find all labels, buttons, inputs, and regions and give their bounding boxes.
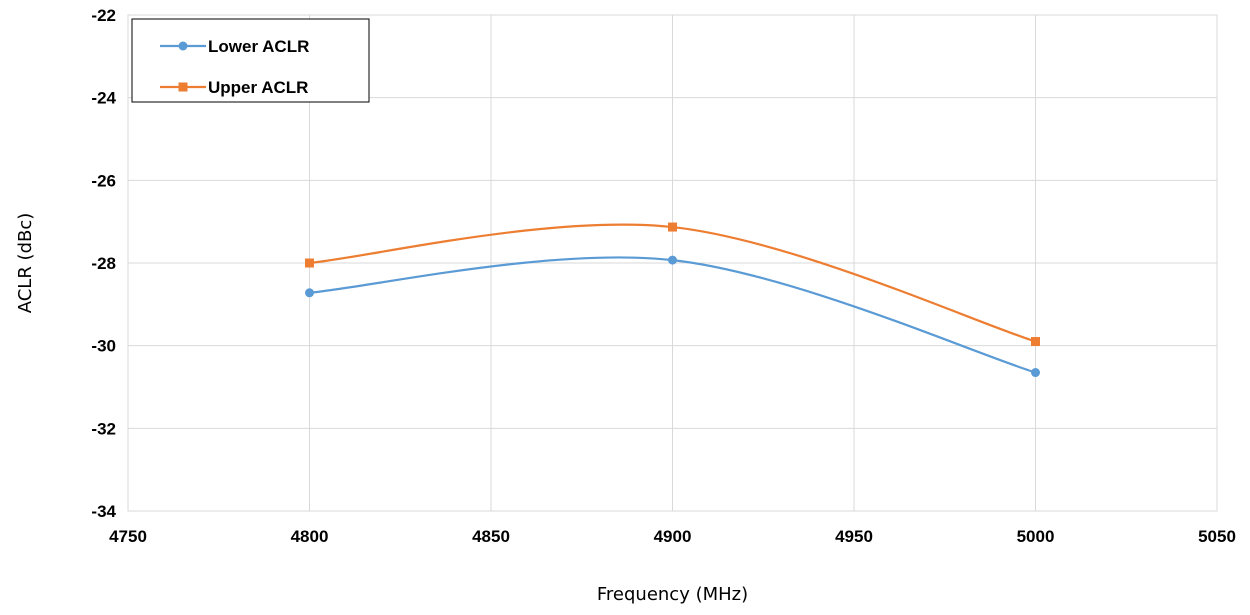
legend: Lower ACLR Upper ACLR: [131, 18, 370, 103]
legend-label: Upper ACLR: [208, 78, 308, 97]
x-tick-label: 4900: [654, 527, 692, 546]
plot-area: [127, 14, 1218, 512]
legend-marker: [178, 82, 188, 92]
y-tick-label: -30: [91, 337, 116, 356]
tick-labels: -34 -32 -30 -28 -26 -24 -22 4750 4800 4850 4900 495…: [91, 6, 1235, 546]
series-lower-aclr: [305, 255, 1040, 378]
legend-marker: [178, 41, 188, 51]
x-tick-label: 4950: [835, 527, 873, 546]
series-upper-aclr: [305, 222, 1040, 347]
legend-box: [131, 18, 370, 103]
x-tick-label: 5050: [1198, 527, 1236, 546]
y-tick-label: -26: [91, 171, 116, 190]
x-tick-label: 4750: [109, 527, 147, 546]
x-tick-label: 5000: [1017, 527, 1055, 546]
data-point: [668, 255, 677, 265]
y-tick-label: -24: [91, 89, 116, 108]
legend-item: Upper ACLR: [160, 78, 308, 97]
y-tick-label: -32: [91, 419, 116, 438]
x-tick-label: 4800: [291, 527, 329, 546]
y-tick-label: -22: [91, 6, 116, 25]
y-tick-label: -34: [91, 502, 116, 521]
data-point: [1031, 337, 1040, 347]
legend-label: Lower ACLR: [208, 37, 309, 56]
x-tick-label: 4850: [472, 527, 510, 546]
data-point: [1031, 368, 1040, 378]
y-axis-title: ACLR (dBc): [15, 213, 36, 314]
data-point: [668, 222, 677, 232]
x-axis-title: Frequency (MHz): [597, 584, 748, 605]
y-tick-label: -28: [91, 254, 116, 273]
data-point: [305, 288, 314, 298]
data-point: [305, 258, 314, 268]
legend-item: Lower ACLR: [160, 37, 309, 56]
series-layer: [305, 222, 1040, 378]
